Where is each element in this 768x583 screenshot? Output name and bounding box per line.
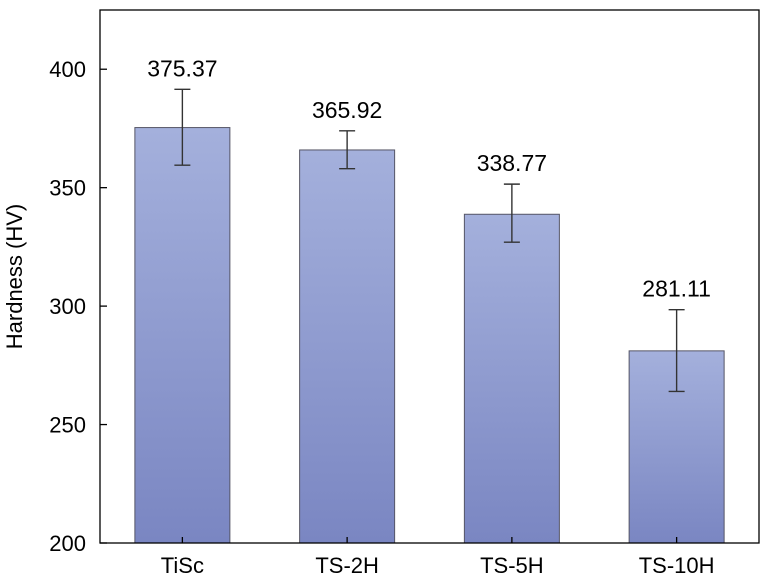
- error-bar-ts-5h: [503, 183, 520, 243]
- data-label-ts-5h: 338.77: [477, 150, 547, 176]
- y-tick-label-300: 300: [49, 294, 86, 319]
- y-tick-label-350: 350: [49, 176, 86, 201]
- data-label-ts-2h: 365.92: [312, 97, 382, 123]
- y-tick-label-200: 200: [49, 531, 86, 556]
- error-bar-ts-2h: [339, 130, 356, 170]
- x-tick-label-ts-10h: TS-10H: [639, 553, 715, 578]
- bar-ts-5h: [463, 213, 560, 544]
- data-labels-layer: 375.37 365.92 338.77 281.11: [147, 55, 711, 301]
- y-tick-label-400: 400: [49, 57, 86, 82]
- bar-tisc: [134, 127, 231, 544]
- error-bars-layer: [174, 88, 685, 393]
- x-tick-label-tisc: TiSc: [161, 553, 204, 578]
- x-tick-label-ts-5h: TS-5H: [480, 553, 544, 578]
- x-axis: TiSc TS-2H TS-5H TS-10H: [161, 537, 715, 578]
- plot-area-frame: [99, 9, 760, 544]
- y-axis-title: Hardness (HV): [2, 204, 27, 349]
- y-tick-label-250: 250: [49, 413, 86, 438]
- y-axis: 200 250 300 350 400: [49, 57, 107, 556]
- data-label-ts-10h: 281.11: [642, 276, 711, 302]
- error-bar-ts-10h: [668, 308, 685, 393]
- bars-layer: [134, 127, 725, 544]
- bar-ts-2h: [299, 149, 396, 544]
- error-bar-tisc: [174, 88, 191, 166]
- x-tick-label-ts-2h: TS-2H: [315, 553, 379, 578]
- data-label-tisc: 375.37: [147, 55, 217, 81]
